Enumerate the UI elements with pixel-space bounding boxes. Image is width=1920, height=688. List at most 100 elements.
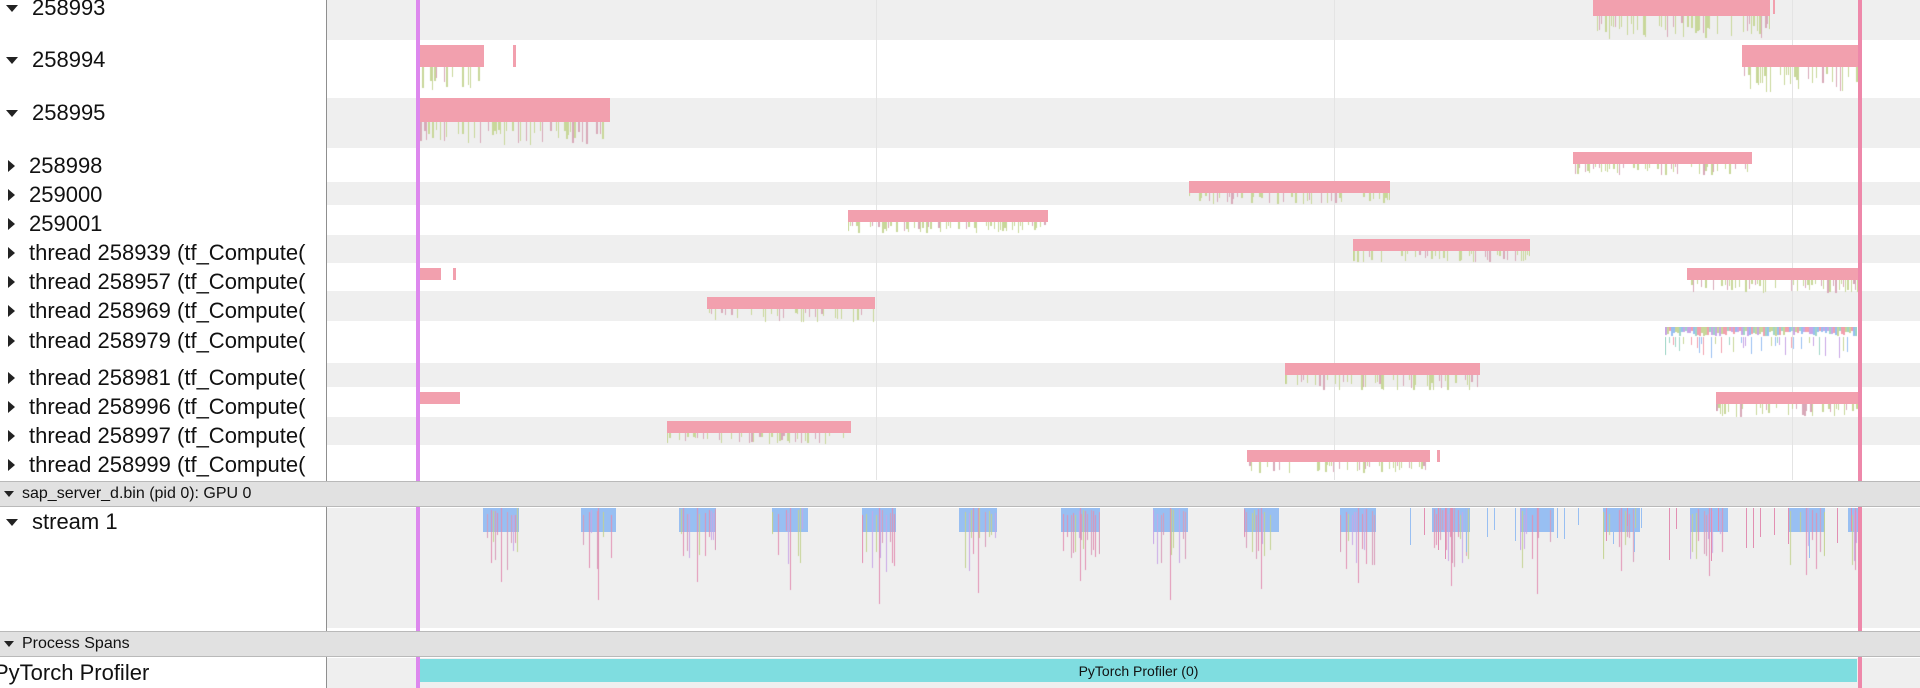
track-label-text: thread 258979 (tf_Compute(	[29, 328, 306, 353]
expand-triangle-icon[interactable]	[8, 218, 15, 230]
gpu-kernel[interactable]	[1711, 508, 1712, 561]
gpu-kernel[interactable]	[1487, 508, 1488, 537]
cpu-slice[interactable]	[1716, 392, 1862, 404]
cpu-slice[interactable]	[667, 421, 851, 433]
expand-triangle-icon[interactable]	[8, 459, 15, 471]
cpu-slice[interactable]	[1353, 239, 1530, 251]
expand-triangle-icon[interactable]	[8, 189, 15, 201]
expand-triangle-icon[interactable]	[8, 372, 15, 384]
cpu-slice[interactable]	[420, 45, 484, 67]
gpu-kernel[interactable]	[1445, 508, 1446, 559]
expand-triangle-icon[interactable]	[8, 276, 15, 288]
profiler-row-label[interactable]: PyTorch Profiler	[0, 660, 320, 686]
cpu-slice[interactable]	[707, 297, 875, 309]
expand-triangle-icon[interactable]	[8, 160, 15, 172]
gpu-kernel[interactable]	[1438, 508, 1439, 550]
expand-triangle-icon[interactable]	[8, 335, 15, 347]
cpu-slice[interactable]	[453, 268, 456, 280]
selection-end-marker[interactable]	[1858, 0, 1862, 688]
cpu-slice[interactable]	[1437, 450, 1440, 462]
cpu-slice[interactable]	[420, 268, 441, 280]
expand-triangle-icon[interactable]	[8, 247, 15, 259]
gpu-kernel[interactable]	[1634, 508, 1635, 552]
gpu-kernel[interactable]	[1557, 508, 1558, 538]
cpu-slice[interactable]	[1687, 268, 1862, 280]
track-label[interactable]: thread 258996 (tf_Compute(	[0, 393, 326, 421]
time-gridline	[1792, 0, 1793, 480]
collapse-triangle-icon[interactable]	[6, 4, 18, 12]
gpu-kernel[interactable]	[1459, 508, 1460, 524]
process-spans-header[interactable]: Process Spans	[0, 631, 1920, 657]
expand-triangle-icon[interactable]	[8, 430, 15, 442]
track-label[interactable]: thread 258981 (tf_Compute(	[0, 364, 326, 392]
cpu-slice[interactable]	[1189, 181, 1390, 193]
cpu-slice[interactable]	[1285, 363, 1480, 375]
gpu-kernel-details	[1788, 508, 1825, 608]
track-row-bg	[327, 387, 1920, 417]
cpu-slice[interactable]	[1742, 45, 1862, 67]
track-label[interactable]: 258993	[0, 0, 326, 22]
cpu-slice[interactable]	[513, 45, 516, 67]
gpu-kernel[interactable]	[1746, 508, 1747, 548]
track-label[interactable]: 258998	[0, 152, 326, 180]
gpu-kernel[interactable]	[1851, 508, 1852, 531]
gpu-kernel[interactable]	[1641, 508, 1642, 528]
gpu-kernel[interactable]	[1837, 508, 1838, 543]
cpu-slice[interactable]	[420, 98, 610, 122]
cpu-slice[interactable]	[420, 392, 460, 404]
gpu-kernel[interactable]	[1494, 508, 1495, 530]
profiler-span[interactable]: PyTorch Profiler (0)	[420, 659, 1857, 682]
gpu-kernel[interactable]	[1410, 508, 1411, 545]
gpu-kernel[interactable]	[1606, 508, 1607, 541]
gpu-kernel[interactable]	[1466, 508, 1467, 552]
gpu-kernel[interactable]	[1788, 508, 1789, 544]
track-label[interactable]: 259000	[0, 181, 326, 209]
cpu-slice[interactable]	[1773, 0, 1775, 14]
track-label[interactable]: thread 258979 (tf_Compute(	[0, 327, 326, 355]
collapse-triangle-icon[interactable]	[4, 491, 14, 497]
cpu-slice[interactable]	[1573, 152, 1752, 164]
selection-start-marker[interactable]	[416, 0, 420, 688]
timeline-track-area[interactable]: PyTorch Profiler (0)	[327, 0, 1920, 688]
cpu-slice[interactable]	[848, 210, 1048, 222]
cpu-slice[interactable]	[1247, 450, 1430, 462]
gpu-kernel[interactable]	[1424, 508, 1425, 535]
gpu-process-header[interactable]: sap_server_d.bin (pid 0): GPU 0	[0, 481, 1920, 507]
track-label[interactable]: thread 258999 (tf_Compute(	[0, 451, 326, 479]
gpu-kernel[interactable]	[1564, 508, 1565, 539]
stream-label[interactable]: stream 1	[0, 508, 326, 536]
gpu-kernel[interactable]	[1676, 508, 1677, 529]
track-label[interactable]: thread 258969 (tf_Compute(	[0, 297, 326, 325]
gpu-kernel[interactable]	[1774, 508, 1775, 535]
gpu-kernel[interactable]	[1452, 508, 1453, 531]
track-label[interactable]: thread 258939 (tf_Compute(	[0, 239, 326, 267]
cpu-slice[interactable]	[1593, 0, 1770, 16]
collapse-triangle-icon[interactable]	[6, 56, 18, 64]
track-row-bg	[327, 291, 1920, 321]
track-label[interactable]: thread 258957 (tf_Compute(	[0, 268, 326, 296]
collapse-triangle-icon[interactable]	[6, 109, 18, 117]
track-row-bg	[327, 321, 1920, 363]
gpu-kernel[interactable]	[1760, 508, 1761, 537]
gpu-kernel[interactable]	[1753, 508, 1754, 548]
expand-triangle-icon[interactable]	[8, 305, 15, 317]
gpu-kernel[interactable]	[1578, 508, 1579, 525]
track-label[interactable]: 259001	[0, 210, 326, 238]
collapse-triangle-icon[interactable]	[4, 641, 14, 647]
track-label[interactable]: thread 258997 (tf_Compute(	[0, 422, 326, 450]
track-label[interactable]: 258995	[0, 99, 326, 127]
gpu-kernel[interactable]	[1669, 508, 1670, 560]
collapse-triangle-icon[interactable]	[6, 518, 18, 526]
gpu-kernel[interactable]	[1613, 508, 1614, 544]
gpu-kernel[interactable]	[1823, 508, 1824, 525]
gpu-kernel[interactable]	[1627, 508, 1628, 526]
cpu-subslices	[707, 309, 875, 323]
track-label[interactable]: 258994	[0, 46, 326, 74]
gpu-kernel[interactable]	[1809, 508, 1810, 558]
gpu-kernel[interactable]	[1515, 508, 1516, 541]
track-row-bg	[327, 182, 1920, 205]
gpu-kernel[interactable]	[1718, 508, 1719, 531]
expand-triangle-icon[interactable]	[8, 401, 15, 413]
pane-divider[interactable]	[326, 0, 327, 688]
